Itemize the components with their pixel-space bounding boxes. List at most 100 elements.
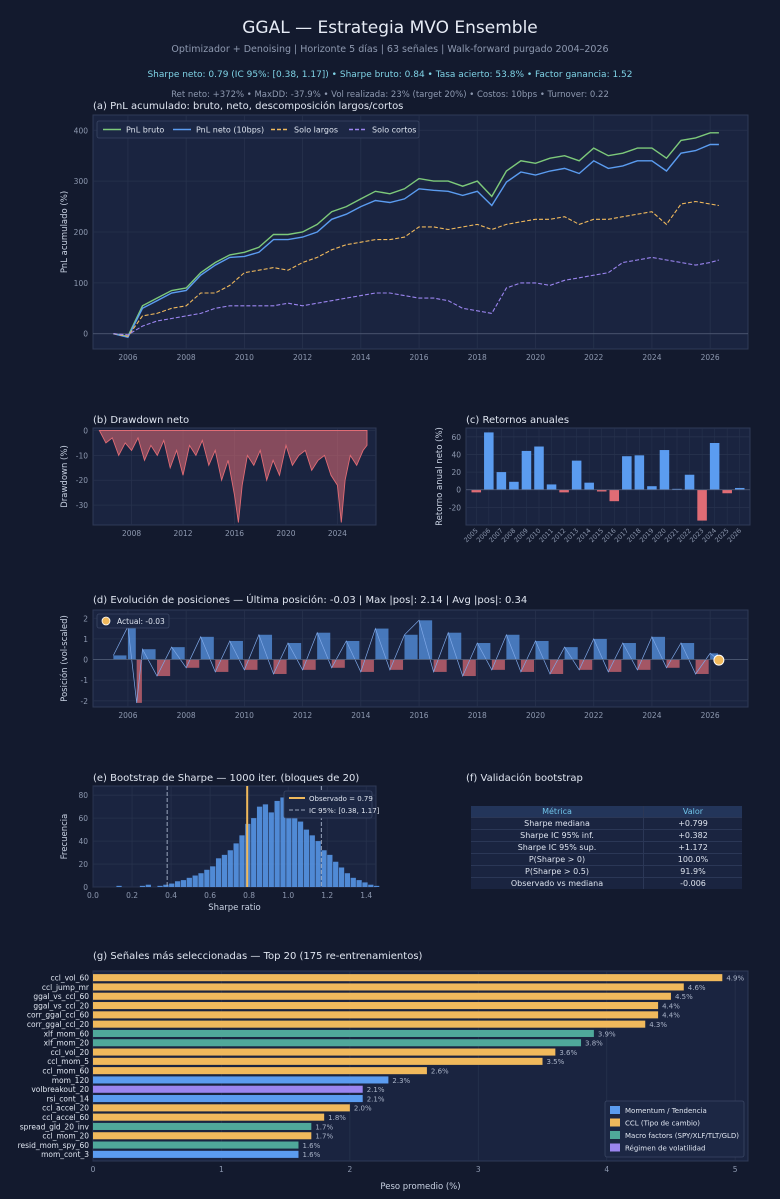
x-tick-label: 1.4 xyxy=(360,891,372,900)
series-line xyxy=(113,256,720,336)
histogram-bar xyxy=(174,881,181,887)
signal-label: rsi_cont_14 xyxy=(46,1094,89,1103)
y-axis-label: Retorno anual neto (%) xyxy=(435,427,445,526)
value-cell: +1.172 xyxy=(643,841,742,854)
x-tick-label: 2018 xyxy=(468,353,487,362)
signal-label: ccl_accel_20 xyxy=(42,1104,89,1113)
x-tick-label: 2016 xyxy=(225,529,244,538)
legend-box xyxy=(96,120,420,139)
y-tick-label: 300 xyxy=(74,177,89,186)
histogram-bar xyxy=(192,875,198,887)
page-subtitle: Optimizador + Denoising | Horizonte 5 dí… xyxy=(171,44,609,55)
x-tick-label: 2008 xyxy=(122,529,141,538)
histogram-bar xyxy=(227,850,233,887)
annual-bar xyxy=(534,446,544,490)
legend-box xyxy=(604,1100,745,1158)
position-bar xyxy=(244,659,258,670)
signal-bar xyxy=(93,1132,312,1140)
annual-bar xyxy=(709,442,720,490)
histogram-bar xyxy=(321,850,327,887)
position-bar xyxy=(448,632,462,660)
legend-swatch xyxy=(610,1143,620,1152)
series-line xyxy=(113,132,719,338)
histogram-bar xyxy=(327,854,333,887)
position-bar xyxy=(520,659,535,672)
y-tick-label: 20 xyxy=(451,468,461,477)
signal-label: xlf_mom_60 xyxy=(44,1029,90,1038)
histogram-bar xyxy=(221,854,228,887)
signal-bar xyxy=(93,1002,659,1010)
value-label: 1.6% xyxy=(302,1142,320,1150)
position-bar xyxy=(462,659,476,677)
x-tick-label: 0.2 xyxy=(126,891,138,900)
histogram-bar xyxy=(163,884,169,887)
y-tick-label: -2 xyxy=(81,697,89,706)
position-bar xyxy=(375,628,389,660)
annual-bar xyxy=(496,472,507,490)
panel-f-title: (f) Validación bootstrap xyxy=(466,773,583,784)
legend-swatch xyxy=(610,1118,620,1127)
position-bar xyxy=(229,640,243,660)
signal-label: corr_ggal_ccl_60 xyxy=(27,1011,89,1020)
signal-label: xlf_mom_20 xyxy=(44,1039,90,1048)
signal-label: ccl_jump_mr xyxy=(42,983,90,992)
x-tick-label: 1 xyxy=(219,1165,224,1174)
legend-label: PnL bruto xyxy=(126,126,164,135)
value-label: 4.4% xyxy=(662,1002,680,1010)
drawdown-chart: 2008 2012 2016 2020 2024 0 -10 -20 -30 Drawdown (… xyxy=(60,426,377,538)
value-label: 1.6% xyxy=(302,1151,320,1159)
drawdown-area xyxy=(98,430,368,523)
x-tick-label: 2006 xyxy=(118,711,137,720)
x-tick-label: 2006 xyxy=(118,353,137,362)
stats-line: Ret neto: +372% • MaxDD: -37.9% • Vol re… xyxy=(171,90,609,100)
histogram-bar xyxy=(280,797,286,887)
position-bar xyxy=(419,620,433,660)
histogram-bar xyxy=(303,829,310,887)
legend-label: Solo largos xyxy=(294,126,338,135)
histogram-bar xyxy=(239,835,245,887)
x-tick-label: 2022 xyxy=(584,353,603,362)
annual-bar xyxy=(484,432,494,490)
table-row: Observado vs mediana -0.006 xyxy=(471,877,742,889)
panel-a-title: (a) PnL acumulado: bruto, neto, descompo… xyxy=(93,101,404,112)
value-label: 3.6% xyxy=(559,1049,577,1057)
panel-b-title: (b) Drawdown neto xyxy=(93,415,190,426)
y-tick-label: 1 xyxy=(83,635,88,644)
signal-bar xyxy=(93,1057,543,1065)
legend-label: IC 95%: [0.38, 1.17] xyxy=(309,807,380,815)
histogram-bar xyxy=(198,873,204,887)
x-tick-label: 2026 xyxy=(701,711,720,720)
y-tick-label: 0 xyxy=(83,656,88,665)
y-tick-label: 40 xyxy=(78,837,88,846)
annual-bar xyxy=(722,489,732,494)
position-bar xyxy=(317,632,331,660)
value-label: 4.5% xyxy=(675,993,693,1001)
position-bar xyxy=(258,634,273,660)
signal-label: ggal_vs_ccl_20 xyxy=(33,1001,89,1010)
position-bar xyxy=(404,634,418,660)
histogram-bar xyxy=(274,800,280,887)
signal-bar xyxy=(93,992,671,1000)
annual-bar xyxy=(546,484,557,490)
signal-bar xyxy=(93,1067,427,1075)
histogram-bar xyxy=(233,843,239,887)
y-axis-label: Frecuencia xyxy=(60,814,70,860)
position-bar xyxy=(593,638,607,660)
validation-table-wrap: Métrica Valor Sharpe mediana +0.799 Sharp… xyxy=(471,806,742,889)
x-tick-label: 2022 xyxy=(584,711,603,720)
legend-swatch xyxy=(610,1131,620,1139)
metric-cell: P(Sharpe > 0.5) xyxy=(471,865,644,878)
table-row: Sharpe IC 95% sup. +1.172 xyxy=(471,841,742,854)
histogram-bar xyxy=(292,815,298,887)
histogram-bar xyxy=(268,812,274,887)
signal-label: ccl_mom_60 xyxy=(42,1066,89,1075)
histogram-bar xyxy=(180,880,187,887)
x-tick-label: 2020 xyxy=(526,353,545,362)
signal-label: ccl_mom_5 xyxy=(47,1057,89,1066)
annual-bar xyxy=(571,460,582,490)
annual-bar xyxy=(509,481,519,490)
value-cell: 100.0% xyxy=(643,853,742,866)
value-cell: 91.9% xyxy=(643,865,742,878)
signal-bar xyxy=(93,1085,363,1093)
y-tick-label: 200 xyxy=(74,228,89,237)
